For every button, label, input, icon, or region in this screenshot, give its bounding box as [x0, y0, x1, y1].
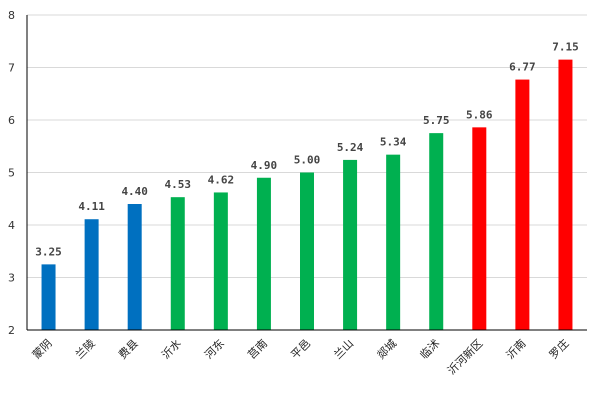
- x-tick-label: 兰陵: [73, 337, 98, 362]
- bar: [256, 177, 271, 330]
- y-tick-label: 2: [8, 324, 15, 337]
- x-tick-label: 蒙阴: [30, 337, 55, 362]
- data-label: 3.25: [35, 245, 62, 258]
- data-label: 5.34: [380, 136, 407, 149]
- axes: [26, 15, 587, 331]
- bar: [515, 79, 530, 330]
- bar: [343, 159, 358, 330]
- x-tick-label: 郯城: [374, 336, 399, 361]
- x-tick-label: 沂水: [159, 337, 184, 362]
- x-tick-label: 兰山: [331, 337, 356, 362]
- bar: [170, 197, 185, 330]
- x-tick-label: 河东: [202, 337, 227, 362]
- bars: [41, 59, 573, 330]
- data-label: 4.40: [121, 185, 148, 198]
- bar: [41, 264, 56, 330]
- y-tick-label: 8: [8, 9, 15, 22]
- data-label: 6.77: [509, 61, 536, 74]
- bar: [472, 127, 487, 330]
- data-label: 5.86: [466, 108, 493, 121]
- y-tick-label: 3: [8, 272, 15, 285]
- x-tick-label: 罗庄: [546, 336, 571, 361]
- bar: [386, 154, 401, 330]
- data-label: 5.24: [337, 141, 364, 154]
- data-label: 7.15: [552, 41, 579, 54]
- y-tick-label: 6: [8, 114, 15, 127]
- bar: [429, 133, 444, 330]
- bar: [558, 59, 573, 330]
- x-tick-label: 平邑: [288, 337, 313, 362]
- bar: [127, 204, 142, 330]
- bar: [84, 219, 99, 330]
- x-tick-label: 莒南: [245, 337, 270, 362]
- data-label: 4.90: [251, 159, 278, 172]
- data-label: 4.62: [208, 173, 235, 186]
- bar: [213, 192, 228, 330]
- data-label: 4.53: [165, 178, 192, 191]
- x-tick-label: 费县: [116, 337, 141, 362]
- data-label: 5.00: [294, 154, 321, 167]
- y-tick-label: 7: [8, 62, 15, 75]
- data-label: 4.11: [78, 200, 105, 213]
- y-tick-label: 4: [8, 219, 15, 232]
- x-tick-label: 沂河新区: [444, 336, 485, 377]
- y-tick-label: 5: [8, 167, 15, 180]
- bar: [300, 172, 314, 330]
- data-label: 5.75: [423, 114, 450, 127]
- x-tick-label: 临沭: [417, 336, 442, 361]
- x-tick-label: 沂南: [504, 337, 529, 362]
